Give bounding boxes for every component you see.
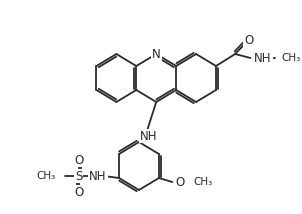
Text: NH: NH <box>254 52 272 64</box>
Text: CH₃: CH₃ <box>37 171 56 181</box>
Text: NH: NH <box>89 169 107 183</box>
Text: O: O <box>74 153 83 166</box>
Text: O: O <box>74 186 83 199</box>
Text: NH: NH <box>140 129 157 143</box>
Text: CH₃: CH₃ <box>193 177 213 187</box>
Text: O: O <box>244 34 253 46</box>
Text: N: N <box>152 48 161 61</box>
Text: O: O <box>175 175 185 189</box>
Text: S: S <box>75 169 82 183</box>
Text: CH₃: CH₃ <box>281 53 300 63</box>
